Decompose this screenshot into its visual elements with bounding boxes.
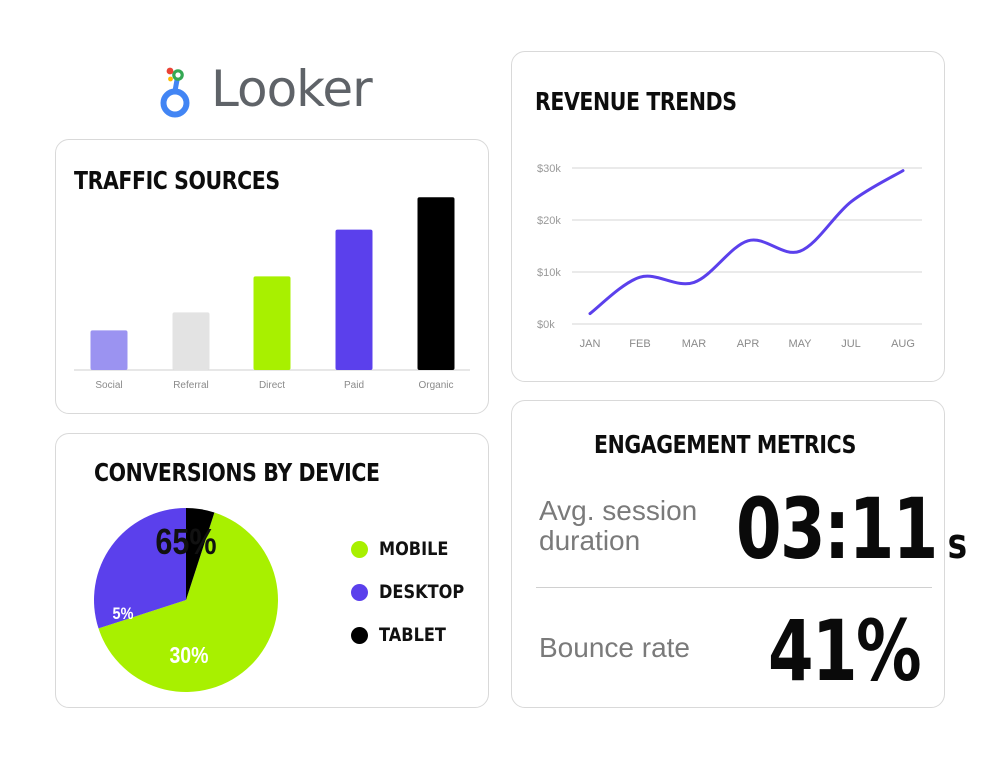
revenue-trends-chart: $0k $10k $20k $30k JAN FEB MAR APR MAY JUL AUG: [537, 163, 922, 350]
y-tick-label-0: $0k: [537, 319, 555, 331]
y-tick-label-1: $10k: [537, 267, 561, 279]
bar-label-referral: Referral: [173, 380, 209, 391]
pie-label-mobile: 65%: [155, 523, 216, 563]
bounce-rate-value: 41%: [768, 602, 922, 700]
pie-slice-tablet: [186, 508, 215, 600]
legend-label-tablet: TABLET: [379, 624, 446, 646]
legend-label-mobile: MOBILE: [379, 538, 449, 560]
pie-label-desktop: 30%: [169, 643, 208, 669]
x-tick-label-jan: JAN: [580, 338, 601, 350]
pie-legend: MOBILE DESKTOP TABLET: [351, 538, 481, 658]
legend-label-desktop: DESKTOP: [379, 581, 465, 603]
pie-label-tablet: 5%: [113, 605, 134, 623]
x-tick-label-may: MAY: [788, 338, 812, 350]
session-duration-unit: s: [947, 519, 968, 568]
logo-wordmark: Looker: [211, 60, 373, 118]
bar-referral: [172, 312, 210, 370]
revenue-trends-card: REVENUE TRENDS $0k $10k $20k $30k JAN FEB MAR A…: [511, 51, 945, 382]
bounce-rate-number: 41%: [768, 602, 922, 700]
legend-dot-desktop: [351, 583, 368, 601]
bar-label-social: Social: [95, 380, 122, 391]
bounce-rate-label: Bounce rate: [539, 632, 690, 663]
bar-direct: [253, 276, 291, 370]
looker-logo: Looker: [158, 60, 398, 124]
conversions-card: CONVERSIONS BY DEVICE 65% 30% 5% MOBILE DES…: [55, 433, 489, 708]
engagement-title: ENGAGEMENT METRICS: [594, 430, 856, 459]
metric-divider: [536, 587, 932, 588]
conversions-pie-chart: 65% 30% 5%: [93, 508, 278, 692]
legend-dot-mobile: [351, 540, 368, 558]
bar-social: [90, 330, 128, 370]
bar-label-direct: Direct: [259, 380, 285, 391]
conversions-title: CONVERSIONS BY DEVICE: [94, 458, 380, 487]
revenue-trends-title: REVENUE TRENDS: [535, 87, 737, 116]
bar-label-organic: Organic: [418, 380, 453, 391]
x-tick-label-jul: JUL: [841, 338, 861, 350]
session-duration-label: Avg. session duration: [539, 495, 698, 556]
engagement-card: ENGAGEMENT METRICS Avg. session duration…: [511, 400, 967, 708]
session-duration-value: 03:11 s: [736, 481, 967, 592]
x-tick-label-feb: FEB: [629, 338, 650, 350]
pie-slice-desktop: [93, 508, 186, 629]
traffic-sources-card: TRAFFIC SOURCES Social Referral Direct Paid…: [55, 139, 489, 414]
looker-logo-icon: [160, 67, 190, 118]
traffic-sources-chart: Social Referral Direct Paid Organic: [74, 197, 470, 391]
legend-item-mobile: MOBILE: [351, 538, 461, 560]
legend-item-desktop: DESKTOP: [351, 581, 479, 603]
x-tick-label-apr: APR: [737, 338, 760, 350]
legend-item-tablet: TABLET: [351, 624, 458, 646]
x-tick-label-aug: AUG: [891, 338, 915, 350]
traffic-sources-title: TRAFFIC SOURCES: [74, 166, 280, 195]
bar-organic: [417, 197, 455, 370]
session-duration-number: 03:11: [736, 480, 938, 578]
y-tick-label-2: $20k: [537, 215, 561, 227]
x-tick-label-mar: MAR: [682, 338, 707, 350]
pie-slice-mobile: [98, 512, 278, 692]
bar-label-paid: Paid: [344, 380, 364, 391]
bar-paid: [335, 229, 373, 370]
legend-dot-tablet: [351, 626, 368, 644]
revenue-line: [588, 169, 905, 316]
y-tick-label-3: $30k: [537, 163, 561, 175]
